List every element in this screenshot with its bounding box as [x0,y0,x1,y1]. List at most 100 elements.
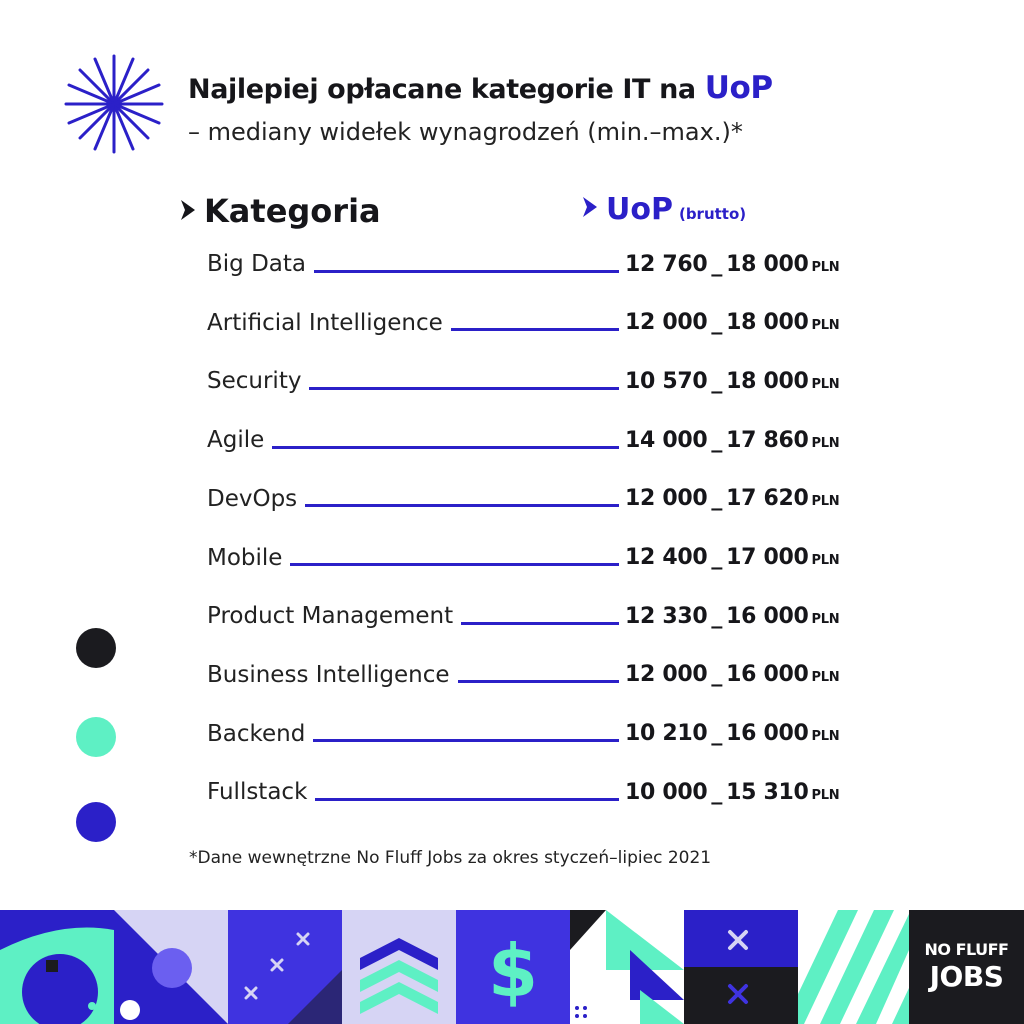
row-leader-line [313,739,619,743]
chevron-right-icon [178,198,200,222]
salary-max: 17 000 [726,545,809,570]
row-category: Backend [207,720,306,747]
logo-line-1: NO FLUFF [924,940,1009,959]
row-leader-line [290,563,619,566]
asterisk-star-icon [64,54,164,154]
table-row: DevOps 12 000 _ 17 620 PLN [207,479,857,519]
row-salary-range: 12 760 _ 18 000 PLN [625,252,857,277]
salary-max: 15 310 [726,779,809,805]
range-separator: _ [711,545,723,570]
range-separator: _ [711,721,723,747]
row-category: Mobile [207,544,283,571]
salary-max: 17 860 [726,427,809,453]
salary-unit: PLN [811,259,840,275]
row-salary-range: 12 330 _ 16 000 PLN [625,604,857,629]
salary-min: 14 000 [625,427,708,453]
chevron-right-icon [580,195,602,219]
cross-icon [244,932,310,1000]
table-row: Security 10 570 _ 18 000 PLN [207,361,857,401]
page-title: Najlepiej opłacane kategorie IT na UoP [188,70,773,106]
row-category: Artificial Intelligence [207,309,443,336]
column-header-category-label: Kategoria [204,192,381,230]
salary-max: 17 620 [726,486,809,512]
salary-max: 18 000 [726,368,809,394]
row-leader-line [272,445,619,449]
salary-max: 18 000 [726,251,809,277]
range-separator: _ [711,662,723,688]
no-fluff-jobs-logo: NO FLUFF JOBS [909,910,1024,1024]
row-salary-range: 12 400 _ 17 000 PLN [625,545,857,570]
dollar-icon: $ [488,929,538,1013]
row-salary-range: 10 000 _ 15 310 PLN [625,780,857,805]
table-row: Product Management 12 330 _ 16 000 PLN [207,596,857,636]
row-category: Product Management [207,603,454,630]
row-category: Fullstack [207,779,308,806]
column-header-uop-note: (brutto) [678,205,747,223]
row-category: Agile [207,427,265,454]
row-salary-range: 12 000 _ 16 000 PLN [625,662,857,687]
title-main: Najlepiej opłacane kategorie IT na [188,74,705,105]
page-subtitle: – mediany widełek wynagrodzeń (min.–max.… [188,118,743,146]
row-category: Big Data [207,251,306,277]
footnote: *Dane wewnętrzne No Fluff Jobs za okres … [189,848,712,868]
salary-min: 12 330 [625,603,708,629]
range-separator: _ [711,310,723,336]
row-leader-line [457,680,619,684]
salary-min: 10 570 [625,368,708,394]
row-leader-line [305,504,619,508]
cross-icon [728,984,748,1004]
table-row: Agile 14 000 _ 17 860 PLN [207,420,857,460]
decorative-banner: $ [0,910,1024,1024]
salary-min: 10 210 [625,721,708,747]
salary-min: 10 000 [625,779,708,805]
logo-line-2: JOBS [929,960,1004,993]
row-leader-line [314,269,619,273]
row-leader-line [450,328,619,332]
salary-min: 12 760 [625,251,708,277]
decorative-dot-blue [76,802,116,842]
salary-max: 16 000 [726,662,809,688]
decorative-dot-black [76,628,116,668]
salary-unit: PLN [811,318,840,334]
table-row: Mobile 12 400 _ 17 000 PLN [207,538,857,578]
row-salary-range: 10 570 _ 18 000 PLN [625,369,857,394]
row-category: Security [207,368,302,395]
salary-min: 12 400 [625,545,708,570]
row-salary-range: 12 000 _ 18 000 PLN [625,310,857,335]
table-row: Fullstack 10 000 _ 15 310 PLN [207,772,857,812]
salary-unit: PLN [811,553,840,568]
row-leader-line [315,797,619,801]
range-separator: _ [711,779,723,805]
salary-max: 16 000 [726,603,809,629]
decorative-dot-mint [76,717,116,757]
salary-min: 12 000 [625,662,708,688]
column-header-uop-label: UoP [606,192,673,227]
salary-unit: PLN [811,376,840,392]
row-salary-range: 14 000 _ 17 860 PLN [625,428,857,453]
row-category: Business Intelligence [207,661,450,688]
salary-min: 12 000 [625,486,708,512]
row-salary-range: 12 000 _ 17 620 PLN [625,486,857,511]
salary-unit: PLN [811,611,840,627]
cross-icon [728,930,748,950]
title-accent: UoP [704,70,773,106]
range-separator: _ [711,427,723,453]
range-separator: _ [711,486,723,512]
salary-unit: PLN [811,435,840,451]
column-header-uop: UoP (brutto) [580,192,746,227]
table-row: Business Intelligence 12 000 _ 16 000 PLN [207,655,857,695]
row-leader-line [461,621,619,625]
salary-max: 18 000 [726,310,809,336]
salary-min: 12 000 [625,310,708,336]
row-salary-range: 10 210 _ 16 000 PLN [625,721,857,746]
row-leader-line [309,386,619,390]
salary-unit: PLN [811,787,840,803]
row-category: DevOps [207,485,298,512]
range-separator: _ [711,368,723,394]
range-separator: _ [711,603,723,629]
salary-unit: PLN [811,494,840,510]
salary-unit: PLN [811,729,840,745]
salary-max: 16 000 [726,721,809,747]
column-header-category: Kategoria [178,192,381,230]
table-row: Backend 10 210 _ 16 000 PLN [207,714,857,754]
